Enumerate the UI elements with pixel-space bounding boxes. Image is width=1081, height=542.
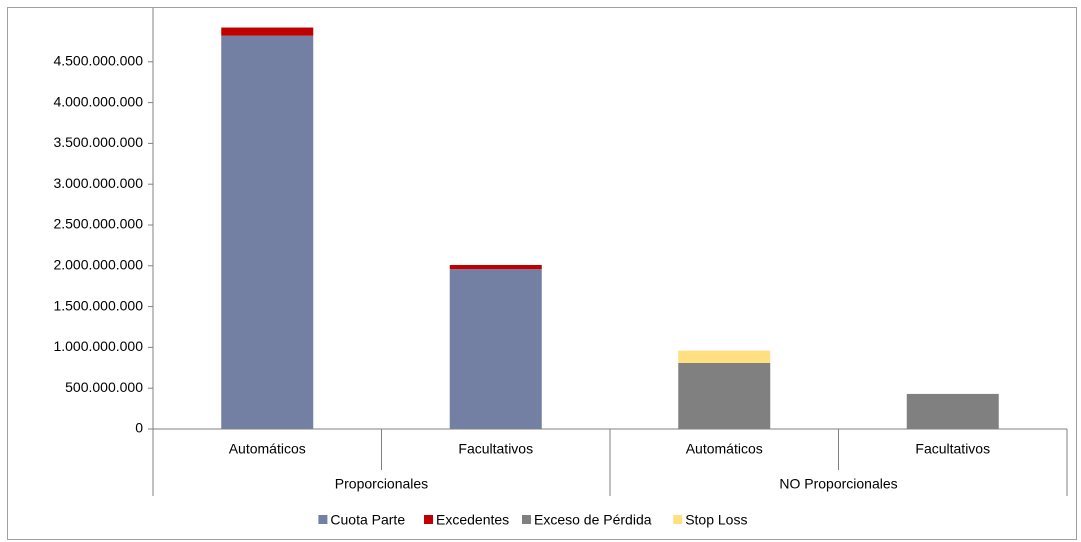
bar-segment: [906, 393, 999, 429]
legend-label: Cuota Parte: [330, 512, 405, 528]
legend-label: Stop Loss: [685, 512, 747, 528]
bar-segment: [221, 27, 314, 36]
legend-swatch: [522, 515, 531, 524]
bar-segment: [221, 35, 314, 430]
y-tick-label: 2.000.000.000: [53, 257, 143, 273]
legend-label: Excedentes: [436, 512, 509, 528]
legend-swatch: [318, 515, 328, 524]
y-tick-label: 4.000.000.000: [53, 93, 143, 109]
y-tick-label: 2.500.000.000: [53, 216, 143, 232]
group-label: NO Proporcionales: [779, 476, 897, 492]
y-tick-label: 500.000.000: [65, 379, 143, 395]
bar-segment: [678, 350, 771, 363]
bar-segment: [678, 362, 771, 429]
y-tick-label: 0: [135, 420, 143, 436]
bar-segment: [449, 269, 542, 429]
legend-swatch: [673, 515, 683, 524]
x-tick-label: Facultativos: [915, 441, 990, 457]
y-tick-label: 3.500.000.000: [53, 134, 143, 150]
legend-swatch: [424, 515, 433, 524]
y-tick-label: 4.500.000.000: [53, 53, 143, 69]
chart-frame: [7, 7, 1077, 540]
y-tick-label: 3.000.000.000: [53, 175, 143, 191]
bar-segment: [449, 264, 542, 270]
x-tick-label: Automáticos: [229, 441, 306, 457]
x-tick-label: Automáticos: [686, 441, 763, 457]
y-tick-label: 1.500.000.000: [53, 297, 143, 313]
group-label: Proporcionales: [335, 476, 428, 492]
x-tick-label: Facultativos: [458, 441, 533, 457]
y-tick-label: 1.000.000.000: [53, 338, 143, 354]
legend-label: Exceso de Pérdida: [534, 512, 652, 528]
